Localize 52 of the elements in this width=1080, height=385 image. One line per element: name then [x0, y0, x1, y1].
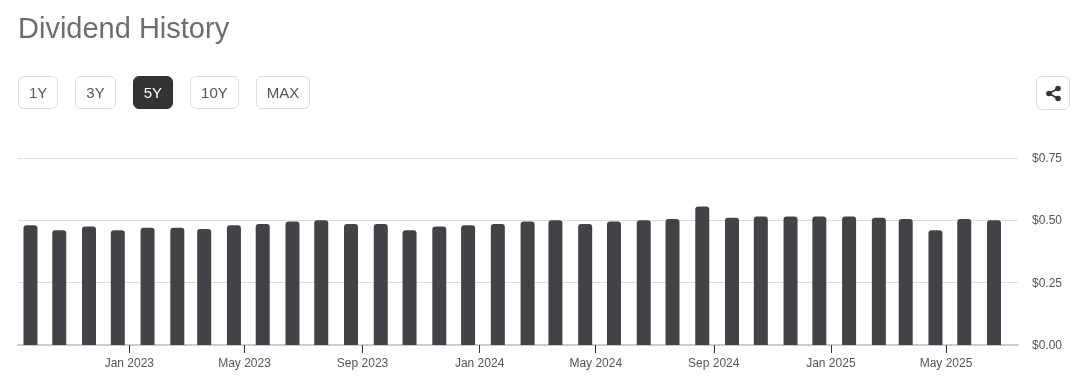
bar [285, 221, 300, 345]
x-tick-label: Sep 2024 [688, 356, 740, 370]
chart-title: Dividend History [18, 12, 230, 45]
bar [197, 229, 212, 345]
text: 5Y [132, 76, 174, 109]
bar [140, 227, 155, 345]
bar [898, 219, 913, 345]
bar [23, 225, 38, 345]
bar [957, 219, 972, 345]
bar [578, 224, 593, 345]
bar [461, 225, 476, 345]
bar [928, 230, 943, 345]
x-tick-label: Sep 2023 [336, 356, 389, 370]
bar [753, 216, 768, 345]
bar [783, 216, 798, 345]
bar [987, 220, 1002, 345]
x-tick-label: May 2023 [218, 356, 272, 370]
bar [665, 219, 680, 345]
x-tick-label: Jan 2024 [454, 356, 505, 370]
bar [170, 227, 185, 345]
y-tick-label: $0.50 [1032, 213, 1063, 228]
y-tick-label: $0.75 [1032, 151, 1063, 165]
bar [520, 221, 535, 345]
y-tick-label: $0.00 [1032, 338, 1063, 352]
x-tick-label: Jan 2025 [806, 356, 856, 370]
bar [373, 224, 388, 345]
text: 3Y [75, 76, 116, 109]
bar [548, 220, 563, 345]
bar [695, 206, 710, 345]
text: MAX [255, 76, 311, 109]
bar [812, 216, 827, 345]
y-tick-label: $0.25 [1032, 275, 1063, 290]
text: 10Y [190, 76, 239, 109]
x-tick-label: Jan 2023 [104, 356, 155, 370]
bar [871, 217, 886, 345]
bar [226, 225, 241, 345]
text: 1Y [18, 76, 59, 109]
bar [432, 226, 447, 345]
bar [402, 230, 417, 345]
bar [110, 230, 125, 345]
bar [636, 220, 651, 345]
bar [52, 230, 67, 345]
bar [606, 221, 621, 345]
bar [314, 220, 329, 345]
bar [490, 224, 505, 345]
bar [255, 224, 270, 345]
x-tick-label: May 2025 [919, 356, 973, 370]
bar [82, 226, 97, 345]
bar [344, 224, 359, 345]
x-tick-label: May 2024 [569, 356, 623, 370]
bar [842, 216, 857, 345]
bar [725, 217, 740, 345]
